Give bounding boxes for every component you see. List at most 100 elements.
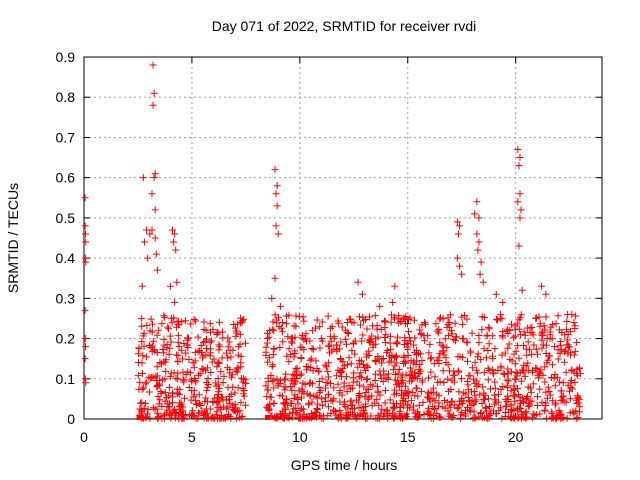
- data-point: [186, 412, 194, 420]
- data-point: [447, 385, 455, 393]
- data-point: [542, 401, 550, 409]
- data-point: [266, 400, 274, 408]
- data-point: [203, 386, 211, 394]
- data-point: [210, 355, 218, 363]
- data-point: [386, 332, 394, 340]
- data-point: [307, 414, 315, 422]
- data-point: [240, 386, 248, 394]
- data-point: [273, 182, 281, 190]
- data-point: [204, 374, 212, 382]
- data-point: [142, 380, 150, 388]
- data-point: [158, 360, 166, 368]
- data-point: [201, 398, 209, 406]
- data-point: [459, 320, 467, 328]
- data-point: [355, 356, 363, 364]
- data-point: [401, 334, 409, 342]
- data-point: [171, 230, 179, 238]
- data-point: [404, 351, 412, 359]
- data-point: [362, 315, 370, 323]
- data-point: [538, 331, 546, 339]
- data-point: [522, 345, 530, 353]
- y-tick-label: 0.9: [56, 49, 76, 65]
- data-point: [410, 316, 418, 324]
- data-point: [436, 350, 444, 358]
- y-tick-label: 0.1: [56, 371, 76, 387]
- data-point: [431, 373, 439, 381]
- data-point: [518, 286, 526, 294]
- data-point: [226, 412, 234, 420]
- data-point: [283, 320, 290, 328]
- data-point: [151, 206, 159, 214]
- data-point: [148, 328, 156, 336]
- data-point: [381, 399, 389, 407]
- data-point: [191, 357, 199, 365]
- data-point: [303, 366, 311, 374]
- data-point: [206, 320, 214, 328]
- data-point: [515, 162, 523, 170]
- data-point: [299, 405, 307, 413]
- data-point: [218, 328, 226, 336]
- data-point: [172, 374, 180, 382]
- data-point: [237, 399, 245, 407]
- data-point: [321, 397, 329, 405]
- data-point: [404, 328, 412, 336]
- data-point: [427, 368, 435, 376]
- data-point: [517, 331, 525, 339]
- data-point: [491, 400, 499, 408]
- data-point: [430, 360, 438, 368]
- data-point: [206, 338, 214, 346]
- data-point: [157, 387, 165, 395]
- y-axis-label: SRMTID / TECUs: [5, 183, 21, 293]
- data-point: [404, 400, 412, 408]
- data-point: [574, 414, 582, 422]
- data-point: [464, 377, 472, 385]
- data-point: [458, 409, 466, 417]
- data-point: [161, 397, 169, 405]
- data-point: [528, 350, 536, 358]
- data-point: [486, 402, 494, 410]
- data-point: [426, 398, 434, 406]
- data-point: [349, 340, 357, 348]
- data-point: [153, 363, 161, 371]
- data-point: [371, 312, 379, 320]
- data-point: [192, 400, 200, 408]
- data-point: [546, 391, 554, 399]
- data-point: [315, 367, 323, 375]
- data-point: [169, 399, 177, 407]
- data-point: [570, 368, 578, 376]
- y-tick-label: 0.2: [56, 331, 76, 347]
- data-point: [289, 334, 297, 342]
- data-point: [520, 361, 528, 369]
- data-point: [300, 317, 308, 325]
- data-point: [415, 401, 423, 409]
- data-point: [386, 339, 394, 347]
- data-point: [174, 332, 182, 340]
- data-point: [198, 365, 206, 373]
- data-point: [144, 410, 152, 418]
- data-point: [147, 343, 155, 351]
- data-point: [200, 411, 208, 419]
- data-point: [201, 337, 209, 345]
- data-point: [541, 363, 549, 371]
- data-point: [298, 405, 306, 413]
- data-point: [524, 383, 532, 391]
- data-point: [265, 333, 273, 341]
- data-point: [283, 352, 291, 360]
- data-point: [553, 373, 561, 381]
- data-point: [481, 392, 489, 400]
- data-point: [529, 410, 537, 418]
- data-point: [363, 325, 371, 333]
- data-point: [430, 405, 438, 413]
- data-point: [551, 382, 559, 390]
- data-point: [143, 321, 151, 329]
- data-point: [455, 368, 463, 376]
- data-point: [234, 406, 242, 414]
- data-point: [538, 282, 546, 290]
- data-point: [450, 336, 458, 344]
- data-point: [185, 384, 193, 392]
- data-point: [543, 414, 551, 422]
- data-point: [154, 392, 162, 400]
- data-point: [497, 404, 505, 412]
- data-point: [490, 391, 498, 399]
- data-point: [187, 411, 195, 419]
